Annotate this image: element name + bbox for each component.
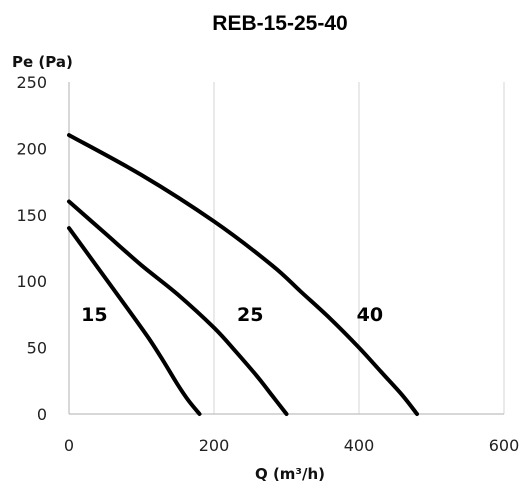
chart-title: REB-15-25-40 [212, 12, 347, 35]
series-label-25: 25 [237, 304, 263, 326]
series-label-15: 15 [81, 304, 107, 326]
y-axis-label: Pe (Pa) [12, 53, 73, 71]
y-tick-label-100: 100 [16, 272, 47, 291]
y-tick-label-200: 200 [16, 139, 47, 158]
grid-lines [213, 82, 505, 414]
axes [68, 82, 504, 415]
y-tick-label-0: 0 [37, 405, 47, 424]
series-curve-25 [67, 199, 289, 416]
series-label-40: 40 [357, 304, 383, 326]
series-curves [67, 133, 419, 416]
x-axis-label: Q (m³/h) [255, 465, 325, 483]
series-curve-15 [67, 226, 202, 416]
y-tick-label-150: 150 [16, 206, 47, 225]
series-curve-40 [67, 133, 419, 416]
x-tick-label-400: 400 [344, 436, 375, 455]
y-tick-label-50: 50 [27, 339, 47, 358]
series-labels: 15 25 40 [81, 304, 383, 326]
x-tick-label-600: 600 [489, 436, 520, 455]
y-tick-label-250: 250 [16, 73, 47, 92]
tick-labels: 0 50 100 150 200 250 0 200 400 600 [16, 73, 519, 455]
x-tick-label-0: 0 [64, 436, 74, 455]
x-tick-label-200: 200 [199, 436, 230, 455]
